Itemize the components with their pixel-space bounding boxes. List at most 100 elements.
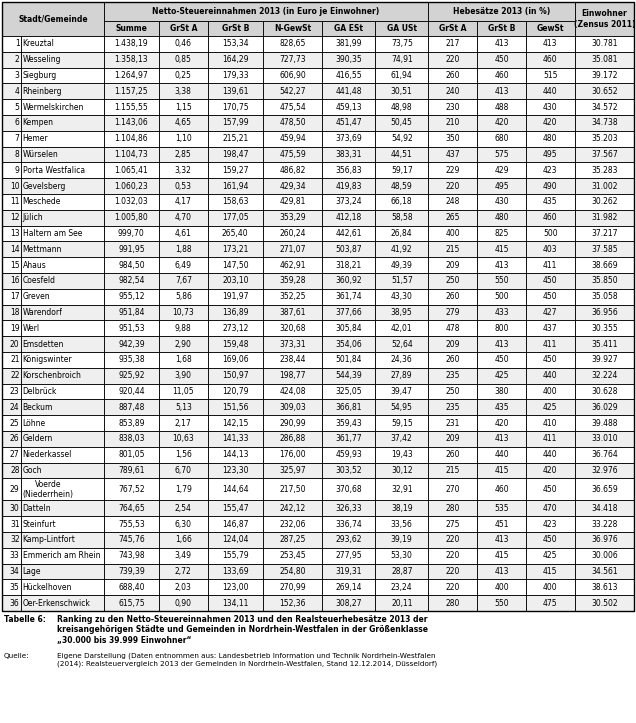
Text: 745,76: 745,76 [118,536,145,544]
Text: 478: 478 [445,324,460,333]
Bar [2,336,21,352]
Text: 373,69: 373,69 [335,134,362,143]
Bar [159,83,208,99]
Text: 279: 279 [445,308,460,317]
Bar [2,115,634,131]
Bar [208,131,263,147]
Text: 179,33: 179,33 [222,71,249,80]
Text: Summe: Summe [115,24,148,33]
Text: 198,77: 198,77 [279,371,306,380]
Text: 435: 435 [494,403,509,412]
Text: 838,03: 838,03 [118,435,144,443]
Bar [104,579,159,595]
Text: 150,97: 150,97 [222,371,249,380]
Text: 169,06: 169,06 [222,356,249,364]
Bar [159,147,208,163]
Bar [21,194,104,210]
Bar [526,431,574,447]
Bar [2,257,21,273]
Bar [159,399,208,415]
Bar [2,115,21,131]
Bar [2,548,634,564]
Text: 139,61: 139,61 [222,87,249,96]
Text: 31.982: 31.982 [591,213,618,222]
Text: 415: 415 [543,567,558,576]
Bar [526,288,574,304]
Bar [104,384,159,399]
Text: 231: 231 [445,419,460,427]
Text: 2,85: 2,85 [175,150,191,159]
Bar [574,595,634,611]
Text: 161,94: 161,94 [222,181,249,191]
Text: 42,01: 42,01 [391,324,413,333]
Bar [159,67,208,83]
Bar [208,415,263,431]
Text: 230: 230 [445,103,460,111]
Bar [2,431,634,447]
Bar [21,131,104,147]
Bar [2,336,634,352]
Bar [208,21,263,36]
Text: 3,49: 3,49 [175,551,192,560]
Bar [574,131,634,147]
Bar [375,320,428,336]
Text: 48,98: 48,98 [391,103,413,111]
Bar [208,579,263,595]
Text: 39,47: 39,47 [391,387,413,396]
Text: 21: 21 [10,356,20,364]
Text: 451,47: 451,47 [335,119,362,127]
Bar [428,399,477,415]
Text: 30,51: 30,51 [391,87,413,96]
Text: 1.358,13: 1.358,13 [114,55,148,64]
Text: 3: 3 [15,71,20,80]
Text: 27: 27 [10,450,20,459]
Bar [104,241,159,257]
Text: 9,88: 9,88 [175,324,191,333]
Bar [2,384,21,399]
Text: 380: 380 [494,387,509,396]
Bar [477,99,526,115]
Text: 270: 270 [445,485,460,494]
Text: 61,94: 61,94 [391,71,413,80]
Text: 158,63: 158,63 [222,197,249,206]
Bar [2,67,21,83]
Bar [477,336,526,352]
Bar [428,273,477,288]
Text: 35.411: 35.411 [591,340,618,348]
Text: Löhne: Löhne [23,419,46,427]
Text: 155,47: 155,47 [222,504,249,513]
Text: 159,27: 159,27 [222,166,249,175]
Bar [526,548,574,564]
Bar [322,532,375,548]
Bar [574,548,634,564]
Bar [208,194,263,210]
Bar [104,368,159,384]
Bar [208,241,263,257]
Bar [104,320,159,336]
Text: 13: 13 [10,229,20,238]
Text: 35.203: 35.203 [591,134,618,143]
Bar [2,52,21,67]
Text: 22: 22 [10,371,20,380]
Text: 982,54: 982,54 [118,276,144,286]
Bar [104,479,159,500]
Bar [263,194,322,210]
Text: 30.652: 30.652 [591,87,618,96]
Bar [526,273,574,288]
Bar [21,178,104,194]
Text: 413: 413 [494,435,509,443]
Bar [428,595,477,611]
Bar [2,67,634,83]
Text: 480: 480 [494,213,509,222]
Bar [375,595,428,611]
Text: Kamp-Lintfort: Kamp-Lintfort [23,536,76,544]
Bar [208,115,263,131]
Bar [2,399,634,415]
Bar [375,67,428,83]
Text: 39.172: 39.172 [591,71,618,80]
Bar [526,368,574,384]
Bar [477,500,526,516]
Bar [322,99,375,115]
Bar [574,210,634,226]
Text: Netto-Steuereinnahmen 2013 (in Euro je Einwohner): Netto-Steuereinnahmen 2013 (in Euro je E… [153,7,380,16]
